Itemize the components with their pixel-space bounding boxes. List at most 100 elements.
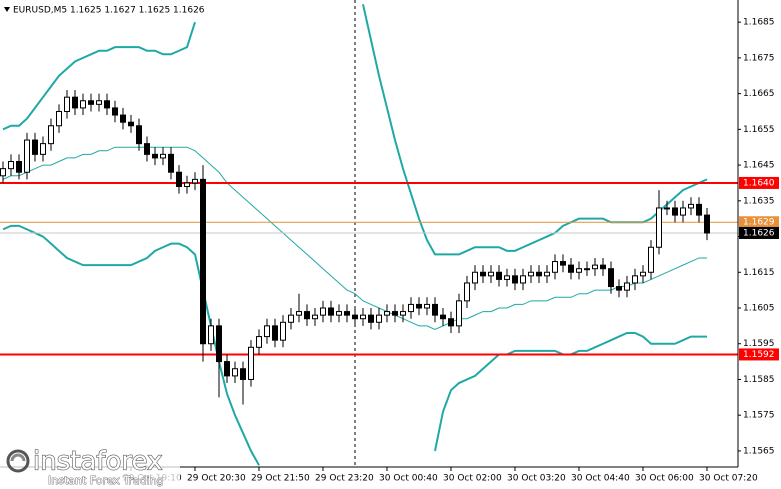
candle-body <box>200 178 206 345</box>
tagline: Instant Forex Trading <box>48 474 164 487</box>
candle-body <box>280 321 286 341</box>
y-tick-label: 1.1675 <box>743 53 775 63</box>
candle-body <box>256 336 262 348</box>
candle-body <box>648 246 654 273</box>
y-tick-label: 1.1665 <box>743 89 775 99</box>
y-tick-label: 1.1635 <box>743 196 775 206</box>
candle-body <box>632 275 638 284</box>
candle-body <box>192 178 198 184</box>
y-tick-label: 1.1565 <box>743 446 775 456</box>
candle-body <box>528 271 534 277</box>
candle-body <box>96 100 102 105</box>
x-tick-label: 30 Oct 07:20 <box>699 474 758 484</box>
candle-body <box>344 311 350 316</box>
candle-body <box>552 261 558 273</box>
candle-body <box>376 314 382 323</box>
candle-body <box>496 271 502 280</box>
candle-body <box>656 207 662 248</box>
candle-body <box>40 143 46 155</box>
candle-body <box>248 346 254 380</box>
candle-body <box>616 286 622 291</box>
y-tick-label: 1.1615 <box>743 268 775 278</box>
level-label: 1.1626 <box>743 228 775 238</box>
level-label: 1.1640 <box>743 178 775 188</box>
candle-body <box>24 139 30 173</box>
x-tick-label: 30 Oct 04:40 <box>571 474 630 484</box>
candle-body <box>704 214 710 234</box>
candle-body <box>216 325 222 363</box>
menu-arrow <box>4 7 10 12</box>
plot-area <box>0 4 738 466</box>
x-tick-label: 30 Oct 03:20 <box>507 474 566 484</box>
candle-body <box>176 171 182 188</box>
candle-body <box>520 275 526 284</box>
candle-body <box>416 303 422 309</box>
candle-body <box>104 100 110 109</box>
band-line <box>2 146 707 330</box>
x-tick-label: 30 Oct 06:00 <box>635 474 694 484</box>
candle-body <box>624 282 630 291</box>
watermark-bg <box>0 444 180 489</box>
level-label: 1.1629 <box>743 218 775 228</box>
level-box <box>739 226 779 239</box>
candle-body <box>368 314 374 323</box>
candle-body <box>128 121 134 127</box>
candle-body <box>184 182 190 188</box>
candle-body <box>360 314 366 320</box>
candle-body <box>640 271 646 277</box>
candle-body <box>512 275 518 284</box>
candle-body <box>584 268 590 271</box>
candle-body <box>600 264 606 270</box>
candle-body <box>56 110 62 127</box>
y-tick-label: 1.1645 <box>743 161 775 171</box>
candle-body <box>504 275 510 280</box>
chart-title: EURUSD,M5 1.1625 1.1627 1.1625 1.1626 <box>13 6 205 16</box>
candle-body <box>120 114 126 123</box>
candle-body <box>464 282 470 302</box>
candle-body <box>560 261 566 266</box>
logo-icon-inner <box>10 453 26 462</box>
candle-body <box>32 139 38 155</box>
candle-body <box>8 161 14 170</box>
x-tick-label: 29 Oct 20:30 <box>187 474 246 484</box>
level-box <box>739 216 779 229</box>
candle-body <box>680 207 686 216</box>
candle-body <box>592 264 598 270</box>
logo-icon <box>6 449 30 473</box>
candle-body <box>272 325 278 341</box>
y-tick-label: 1.1575 <box>743 411 775 421</box>
candle-body <box>696 203 702 216</box>
candle-body <box>320 307 326 316</box>
candle-body <box>536 271 542 277</box>
y-tick-label: 1.1655 <box>743 125 775 135</box>
candle-body <box>112 107 118 116</box>
candle-body <box>424 303 430 309</box>
candle-body <box>224 361 230 377</box>
candle-body <box>232 368 238 377</box>
candle-body <box>264 325 270 338</box>
band-line <box>2 224 707 466</box>
candle-body <box>672 207 678 216</box>
y-tick-label: 1.1585 <box>743 375 775 385</box>
candle-body <box>664 207 670 210</box>
candle-body <box>240 368 246 380</box>
candle-body <box>472 271 478 284</box>
candle-body <box>312 314 318 320</box>
level-box <box>739 348 779 361</box>
candle-body <box>80 100 86 109</box>
x-tick-label: 29 Oct 21:50 <box>251 474 310 484</box>
y-tick-label: 1.1605 <box>743 303 775 313</box>
x-tick-label: 30 Oct 00:40 <box>379 474 438 484</box>
candle-body <box>160 153 166 159</box>
candle-body <box>208 325 214 345</box>
candle-body <box>488 271 494 277</box>
candle-body <box>64 96 70 112</box>
candle-body <box>88 100 94 105</box>
candle-body <box>72 96 78 109</box>
candle-body <box>544 271 550 277</box>
candle-body <box>392 311 398 316</box>
candle-body <box>336 311 342 316</box>
candle-body <box>384 311 390 316</box>
candle-body <box>136 125 142 145</box>
